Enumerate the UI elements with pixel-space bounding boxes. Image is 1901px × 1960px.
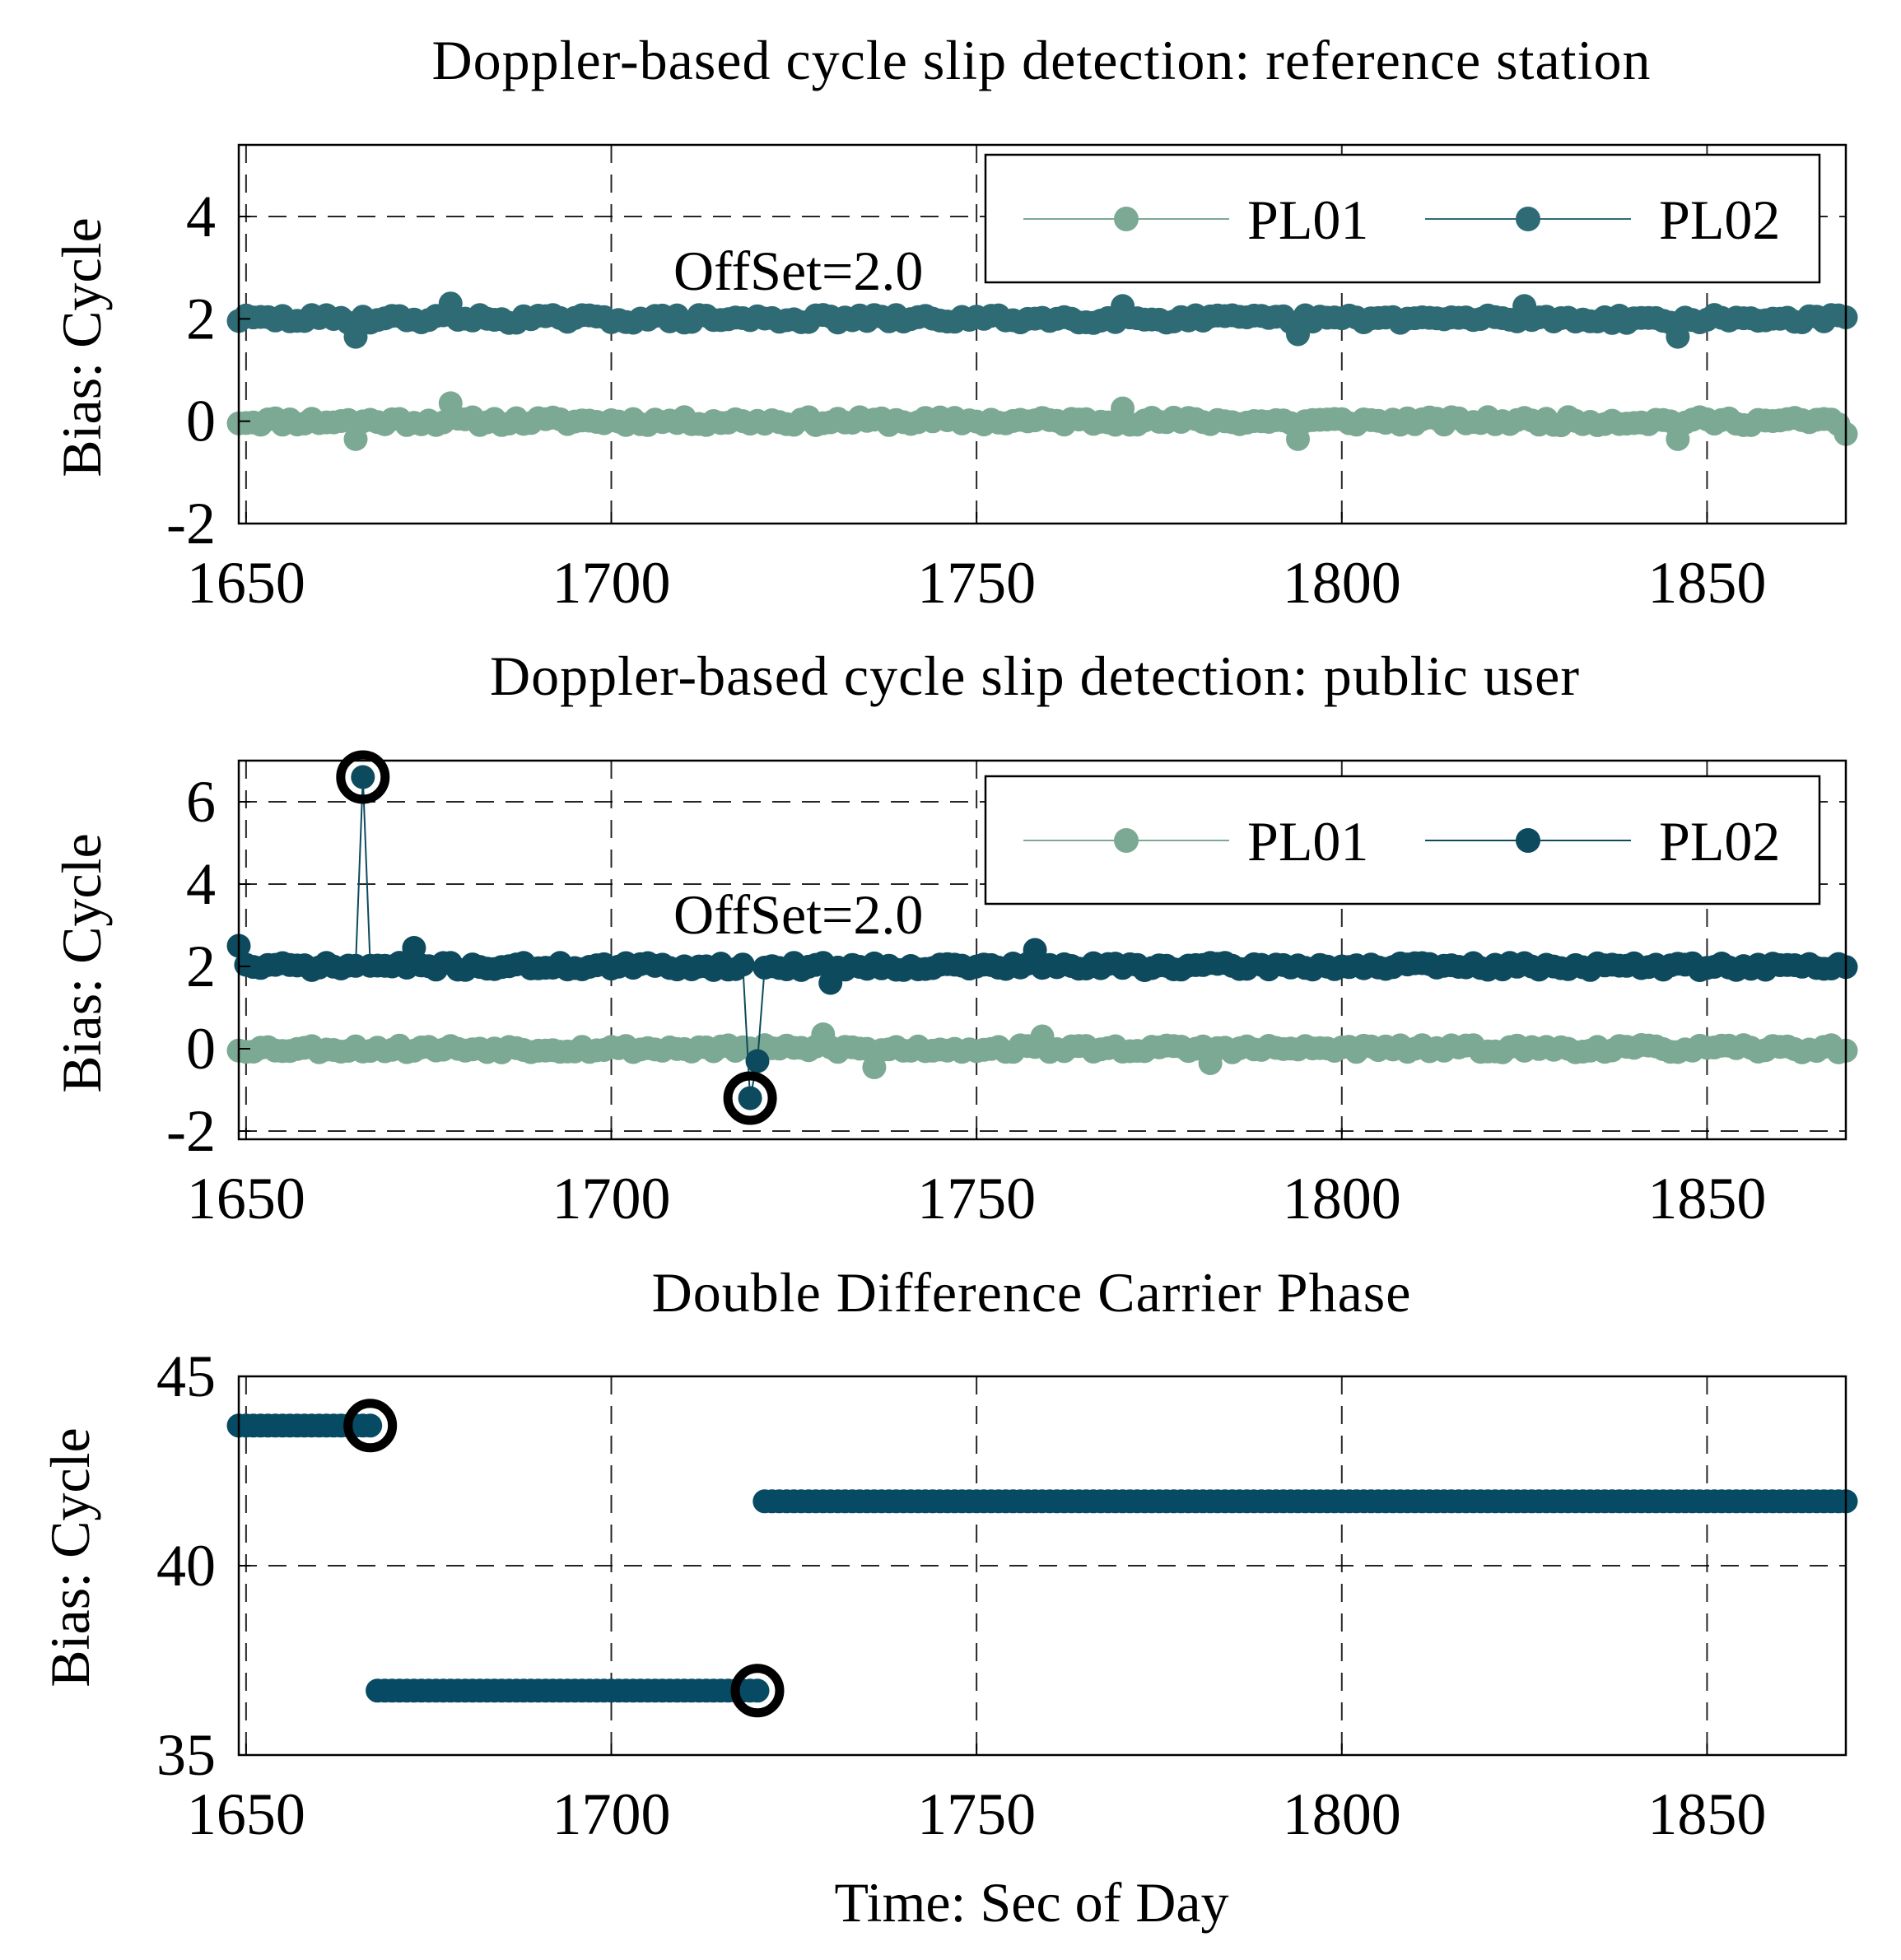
panel2-legend: PL01 PL02 — [984, 775, 1821, 906]
cycle-slip-marker — [730, 1664, 785, 1718]
tick-label-y: 45 — [156, 1343, 216, 1409]
panel1-series — [226, 291, 1858, 451]
panel3-yticks: 35 40 45 — [156, 1343, 250, 1788]
tick-label-y: 0 — [186, 389, 216, 454]
tick-label-y: 6 — [186, 769, 216, 835]
tick-label-x: 1850 — [1647, 1781, 1766, 1847]
tick-label-y: 4 — [186, 851, 216, 917]
tick-label-x: 1700 — [552, 1781, 671, 1847]
tick-label-y: 40 — [156, 1533, 216, 1599]
panel3-ylabel: Bias: Cycle — [39, 1427, 101, 1687]
panel1-legend-marker-pl01 — [1114, 207, 1139, 231]
tick-label-x: 1650 — [187, 1166, 305, 1231]
tick-label-x: 1650 — [187, 1781, 305, 1847]
tick-label-x: 1700 — [552, 1166, 671, 1231]
tick-label-y: 0 — [186, 1016, 216, 1082]
panel2-legend-label-pl02: PL02 — [1659, 810, 1780, 873]
panel1-legend-label-pl01: PL01 — [1247, 189, 1368, 251]
panel2-ylabel: Bias: Cycle — [50, 833, 113, 1092]
dd-segment — [226, 1413, 383, 1438]
panel2-xticks: 1650 1700 1750 1800 1850 — [187, 1128, 1766, 1231]
tick-label-x: 1850 — [1647, 550, 1766, 616]
dd-segment — [752, 1489, 1858, 1514]
panel3-xticks: 1650 1700 1750 1800 1850 — [187, 1744, 1766, 1847]
panel3-title: Double Difference Carrier Phase — [652, 1261, 1412, 1324]
tick-label-y: 35 — [156, 1722, 216, 1788]
tick-label-x: 1750 — [917, 550, 1036, 616]
panel1-legend: PL01 PL02 — [984, 153, 1821, 284]
tick-label-y: 4 — [186, 184, 216, 249]
tick-label-x: 1700 — [552, 550, 671, 616]
panel1-xticks: 1650 1700 1750 1800 1850 — [187, 512, 1766, 616]
panel2-legend-marker-pl02 — [1516, 828, 1540, 853]
dd-segment — [366, 1678, 770, 1703]
panel1-title: Doppler-based cycle slip detection: refe… — [432, 29, 1652, 91]
panel-public-user: Doppler-based cycle slip detection: publ… — [50, 645, 1858, 1231]
data-point — [1666, 324, 1690, 349]
cycle-slip-marker — [723, 1071, 777, 1125]
cycle-slip-marker — [343, 1399, 398, 1453]
tick-label-x: 1650 — [187, 550, 305, 616]
panel1-ylabel: Bias: Cycle — [50, 217, 113, 477]
panel-reference-station: Doppler-based cycle slip detection: refe… — [50, 29, 1858, 616]
series-pl02 — [226, 765, 1858, 1110]
data-point — [351, 765, 375, 789]
data-point — [1023, 938, 1047, 962]
panel1-yticks: -2 0 2 4 — [166, 184, 250, 556]
panel2-yticks: -2 0 2 4 6 — [166, 769, 250, 1164]
data-point — [1286, 426, 1310, 451]
panel2-offset-annotation: OffSet=2.0 — [673, 883, 923, 946]
panel3-xlabel: Time: Sec of Day — [834, 1871, 1228, 1934]
series-pl02 — [226, 291, 1858, 349]
data-point — [745, 1678, 770, 1703]
panel2-legend-label-pl01: PL01 — [1247, 810, 1368, 873]
tick-label-x: 1750 — [917, 1781, 1036, 1847]
data-point — [358, 1413, 383, 1438]
tick-label-x: 1800 — [1283, 1166, 1401, 1231]
panel-double-difference: Double Difference Carrier Phase Bias: Cy… — [39, 1261, 1858, 1934]
tick-label-y: 2 — [186, 286, 216, 351]
tick-label-x: 1750 — [917, 1166, 1036, 1231]
panel1-legend-marker-pl02 — [1516, 207, 1540, 231]
data-point — [730, 952, 755, 977]
panel2-frame — [237, 759, 1847, 1141]
series-pl01 — [226, 391, 1858, 451]
data-point — [745, 1049, 770, 1073]
data-point — [738, 1086, 762, 1110]
tick-label-y: -2 — [166, 491, 216, 556]
panel2-legend-marker-pl01 — [1114, 828, 1139, 853]
panel1-offset-annotation: OffSet=2.0 — [673, 240, 923, 302]
panel2-title: Doppler-based cycle slip detection: publ… — [490, 645, 1580, 707]
tick-label-x: 1800 — [1283, 550, 1401, 616]
tick-label-y: 2 — [186, 933, 216, 999]
tick-label-x: 1850 — [1647, 1166, 1766, 1231]
tick-label-x: 1800 — [1283, 1781, 1401, 1847]
cycle-slip-marker — [336, 750, 390, 804]
panel1-legend-label-pl02: PL02 — [1659, 189, 1780, 251]
panel3-series — [226, 1399, 1858, 1718]
panel2-series — [226, 750, 1858, 1125]
panel1-frame — [237, 143, 1847, 525]
tick-label-y: -2 — [166, 1098, 216, 1164]
panel3-grid — [239, 1376, 1846, 1755]
series-pl01 — [226, 1022, 1858, 1079]
